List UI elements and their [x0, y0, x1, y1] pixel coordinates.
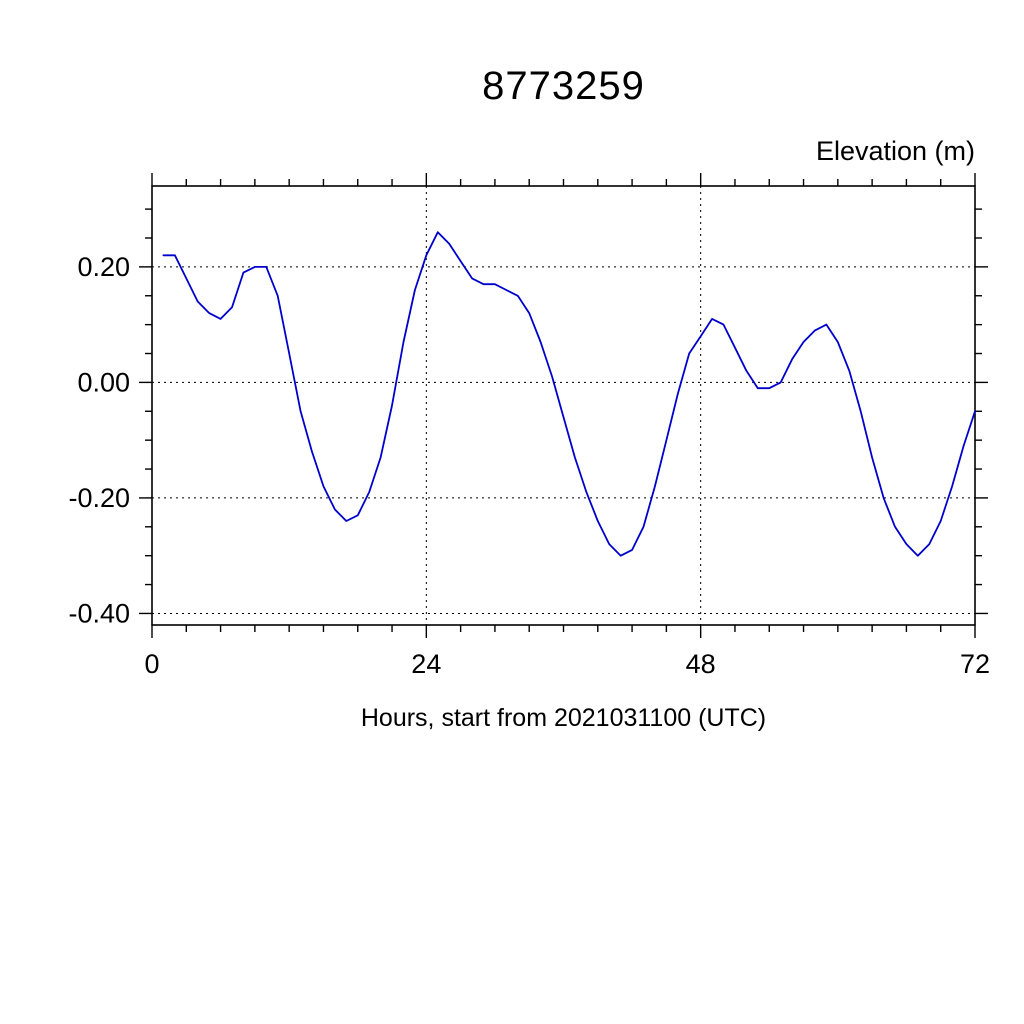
plot-frame: [151, 185, 976, 626]
y-tick-label: -0.20: [68, 483, 130, 513]
chart-title: 8773259: [482, 64, 645, 108]
y-tick-label: -0.40: [68, 598, 130, 628]
x-axis-title: Hours, start from 2021031100 (UTC): [360, 704, 767, 732]
y-tick-label: 0.00: [77, 367, 130, 397]
elevation-series-line: [162, 231, 976, 557]
y-tick-label: 0.20: [77, 252, 130, 282]
x-tick-label: 24: [411, 649, 441, 679]
x-tick-label: 72: [960, 649, 990, 679]
x-tick-label: 48: [686, 649, 716, 679]
y-axis-title: Elevation (m): [815, 136, 975, 166]
x-tick-label: 0: [144, 649, 159, 679]
